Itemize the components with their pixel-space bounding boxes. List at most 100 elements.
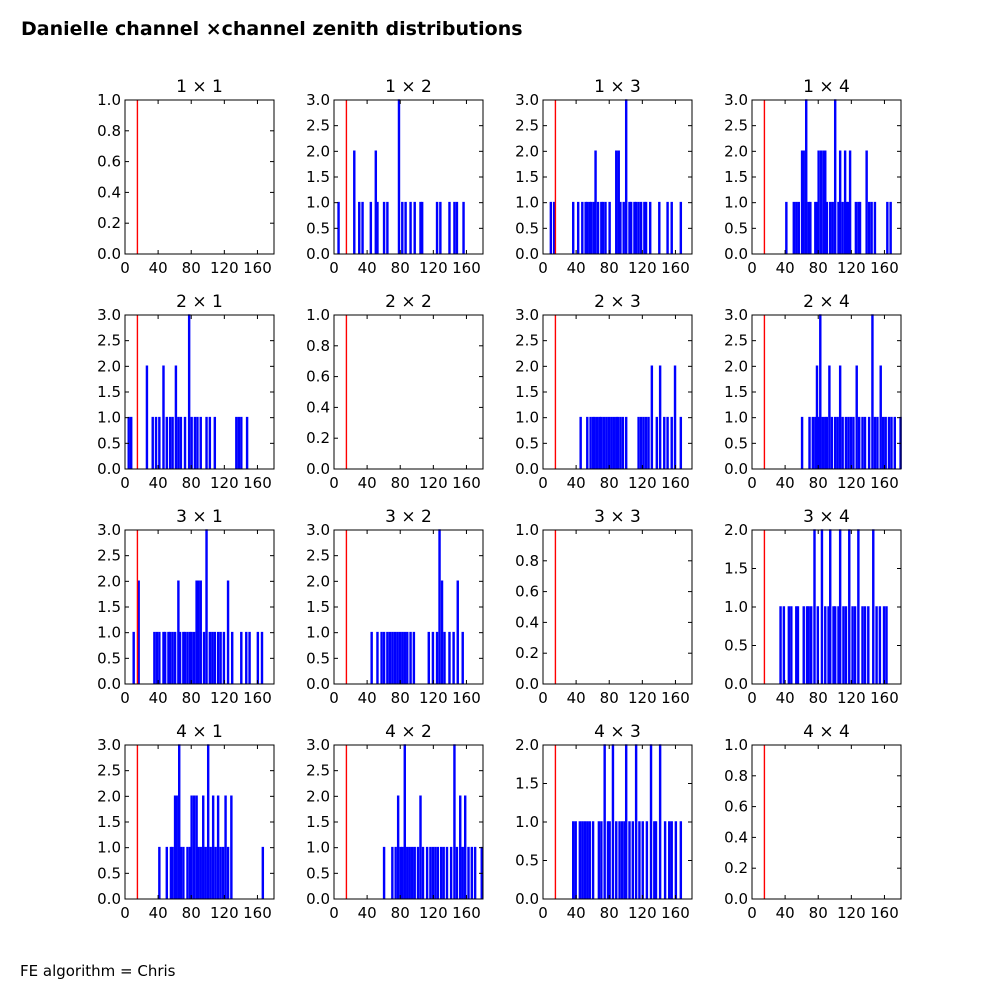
histogram-bar [655,416,659,469]
histogram-bar [421,846,425,899]
histogram-bar [867,416,871,469]
y-tick-label: 0.2 [306,429,330,447]
histogram-bar [638,821,641,899]
subplot-2-2: 2 × 2 0.0 0.2 0.4 0.6 0.8 1.0 0 40 80 120 160 [306,292,484,492]
x-tick-label: 40 [149,689,168,707]
histogram-bar [621,416,625,469]
axes-frame [333,314,484,470]
y-tick-label: 2.0 [306,787,330,805]
histogram-bar [205,529,208,684]
histogram-bar [833,416,837,469]
histogram-bar [224,795,227,899]
y-tick-label: 0.5 [515,219,539,237]
histogram-bar [167,631,170,684]
y-tick-label: 0.5 [97,434,121,452]
x-tick-label: 80 [182,904,201,922]
histogram-bar [213,416,217,469]
x-tick-label: 80 [391,474,410,492]
histogram-bar [848,529,851,684]
histogram-bar [831,201,834,254]
histogram-bar [219,631,222,684]
histogram-bar [182,846,185,899]
histogram-bar [591,821,595,899]
figure-title: Danielle channel ×channel zenith distrib… [21,18,523,40]
histogram-bar [674,821,678,899]
histogram-bar [190,795,193,899]
histogram-bar [193,416,197,469]
y-tick-label: 1.5 [97,813,121,831]
y-tick-label: 0.0 [306,890,330,908]
histogram-bar [162,631,165,684]
histogram-bar [611,744,615,899]
histogram-bar [813,529,816,684]
y-tick-label: 1.5 [306,813,330,831]
histogram-bar [679,416,683,469]
histogram-bar [204,846,207,899]
histogram-bar [439,846,443,899]
x-tick-label: 80 [809,904,828,922]
histogram-bar [165,846,169,899]
histogram-bar [809,201,812,254]
x-tick-label: 80 [182,474,201,492]
histogram-bar [821,416,824,469]
histogram-bar [881,416,885,469]
subplot-1-4: 1 × 4 0.0 0.5 1.0 1.5 2.0 2.5 3.0 0 40 80 120 160 [724,77,902,277]
histogram-bar [374,150,378,254]
histogram-bar [808,416,811,469]
y-tick-label: 2.5 [97,547,121,565]
histogram-bar [406,631,409,684]
histogram-bar [179,846,183,899]
y-tick-label: 1.0 [306,306,330,324]
histogram-bar [435,631,439,684]
x-tick-label: 80 [391,904,410,922]
histogram-bar [411,846,414,899]
histogram-bar [608,821,611,899]
x-tick-label: 0 [538,904,548,922]
histogram-bar [637,416,640,469]
histogram-bar [581,821,584,899]
histogram-bar [590,201,593,254]
histogram-bar [230,795,233,899]
x-tick-label: 160 [452,689,481,707]
histogram-bar [871,314,874,469]
y-tick-label: 0.4 [306,398,330,416]
x-tick-label: 40 [776,689,795,707]
histogram-bar [386,201,389,254]
histogram-bar [162,365,165,469]
histogram-bar [863,606,867,684]
x-tick-label: 0 [747,259,757,277]
x-tick-label: 40 [776,474,795,492]
histogram-bar [192,795,196,899]
histogram-bar [670,201,673,254]
x-tick-label: 40 [358,904,377,922]
subplot-title: 1 × 2 [385,77,432,97]
histogram-bar [158,846,161,899]
histogram-bar [586,821,589,899]
x-tick-label: 0 [329,259,339,277]
histogram-bar [616,416,620,469]
histogram-bar [429,846,432,899]
histogram-bar [857,416,861,469]
histogram-bar [211,795,215,899]
histogram-bar [404,201,407,254]
histogram-bar [452,631,455,684]
subplot-title: 1 × 4 [803,77,850,97]
histogram-bar [817,150,820,254]
histogram-bar [165,416,169,469]
histogram-bar [603,744,606,899]
x-tick-label: 160 [870,259,899,277]
histogram-bar [382,631,386,684]
histogram-bar [650,365,654,469]
histogram-bar [467,846,470,899]
histogram-bar [413,201,416,254]
histogram-bar [572,821,575,899]
histogram-bar [876,416,879,469]
histogram-bar [600,416,603,469]
histogram-bar [885,606,888,684]
histogram-bar [648,201,652,254]
y-tick-label: 0.4 [97,183,121,201]
histogram-bar [837,201,840,254]
histogram-bar [634,201,638,254]
subplot-title: 4 × 3 [594,722,641,742]
histogram-bar [824,150,827,254]
